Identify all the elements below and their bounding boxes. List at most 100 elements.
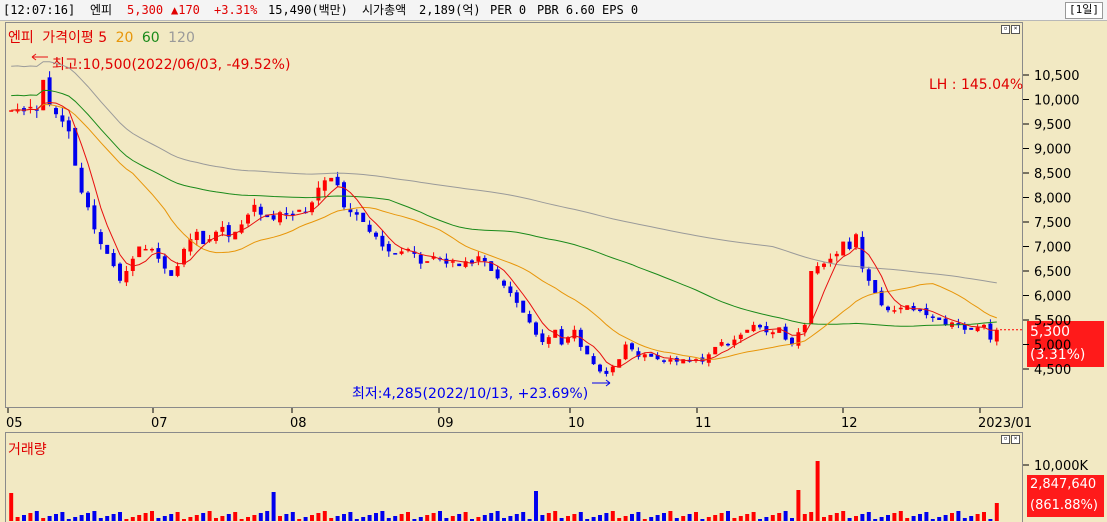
candle-body [98, 232, 103, 245]
candle-body [143, 248, 148, 251]
ma20-line [11, 104, 997, 360]
candle-body [9, 110, 14, 112]
volume-bar [969, 516, 974, 521]
candle-body [66, 120, 71, 132]
price-chart-panel[interactable]: ▫ × 엔피 가격이평 5 20 60 120 [5, 22, 1023, 408]
volume-bar [898, 511, 903, 521]
candle-body [278, 212, 282, 223]
candle-body [22, 108, 26, 112]
volume-bar [194, 515, 199, 521]
volume-bar [226, 514, 231, 521]
volume-bar [322, 511, 327, 521]
volume-bar [924, 512, 929, 521]
candle-body [54, 108, 58, 115]
volume-bar [790, 518, 794, 521]
candle-body [841, 241, 846, 256]
pbr-value: PBR 6.60 [537, 3, 595, 17]
candle-body [15, 109, 20, 112]
y-tick-label: 10,500 [1034, 69, 1080, 84]
candle-body [175, 266, 180, 276]
volume-bar [623, 516, 628, 521]
candle-body [105, 244, 110, 254]
candle-body [546, 337, 551, 344]
panel-maximize-icon[interactable]: ▫ [1001, 25, 1010, 34]
current-volume-pct-label: (861.88%) [1027, 495, 1104, 517]
candle-body [649, 353, 654, 357]
y-tick-label: 4,500 [1034, 363, 1071, 378]
candle-body [777, 327, 782, 333]
panel-close-icon[interactable]: × [1011, 25, 1020, 34]
volume-bar [54, 514, 58, 521]
candle-body [150, 248, 154, 251]
volume-bar [687, 514, 692, 521]
candle-body [137, 246, 142, 258]
volume-bar [22, 515, 26, 521]
volume-panel-close-icon[interactable]: × [1011, 435, 1020, 444]
candle-body [316, 187, 321, 201]
volume-bar [745, 514, 750, 521]
y-tick-label: 6,500 [1034, 265, 1071, 280]
volume-bar [738, 516, 743, 521]
volume-bar [796, 490, 801, 521]
candle-body [994, 329, 999, 342]
volume-bar [252, 515, 257, 521]
candle-body [790, 337, 794, 345]
x-tick-label: 05 [6, 416, 23, 431]
volume-bar [578, 512, 583, 521]
volume-bar [521, 512, 526, 521]
volume-bar [284, 514, 289, 521]
candle-body [418, 254, 423, 264]
volume-bar [930, 519, 935, 521]
volume-bar [162, 516, 167, 521]
volume-chart-panel[interactable]: ▫ × 거래량 [5, 432, 1023, 522]
volume-bar [79, 515, 84, 521]
volume-bar [66, 519, 71, 521]
candle-body [258, 206, 263, 215]
volume-bar [905, 518, 910, 521]
candle-body [92, 205, 97, 230]
volume-bar [111, 514, 116, 521]
candle-body [329, 177, 334, 182]
volume-bar [348, 512, 353, 521]
candle-body [73, 127, 78, 166]
current-price-label: 5,300 [1027, 321, 1104, 343]
candle-body [809, 271, 814, 324]
volume-bar [169, 514, 174, 521]
candle-body [495, 269, 500, 279]
candle-body [508, 286, 513, 294]
candle-body [713, 346, 718, 355]
volume-bar [60, 512, 65, 521]
x-tick-label: 07 [151, 416, 168, 431]
volume-bar [585, 519, 590, 521]
candle-body [310, 202, 314, 213]
candle-body [284, 213, 289, 215]
volume-bar [534, 491, 538, 521]
volume-bar [770, 515, 775, 521]
volume-bar [207, 511, 212, 521]
volume-bar [143, 513, 148, 521]
volume-bar [188, 517, 193, 521]
volume-bar [15, 517, 20, 521]
candle-body [732, 339, 737, 346]
candle-body [450, 261, 455, 263]
candle-body [898, 307, 903, 310]
volume-bar [649, 517, 654, 521]
low-arrow [592, 379, 611, 387]
volume-bar [994, 503, 999, 521]
volume-bar [386, 518, 391, 521]
volume-bar [418, 517, 423, 521]
candle-body [322, 180, 327, 191]
period-button[interactable]: [1일] [1065, 2, 1103, 19]
volume-bar [546, 513, 551, 521]
y-tick-label: 5,000 [1034, 339, 1071, 354]
volume-bar [34, 511, 39, 521]
volume-panel-maximize-icon[interactable]: ▫ [1001, 435, 1010, 444]
x-tick-label: 09 [437, 416, 454, 431]
volume-bar [604, 513, 609, 521]
legend-ma120: 120 [168, 30, 195, 46]
price-legend: 엔피 가격이평 5 20 60 120 [8, 27, 195, 47]
ma5-line [11, 101, 997, 368]
volume-bar [809, 512, 814, 521]
candle-body [924, 308, 929, 316]
